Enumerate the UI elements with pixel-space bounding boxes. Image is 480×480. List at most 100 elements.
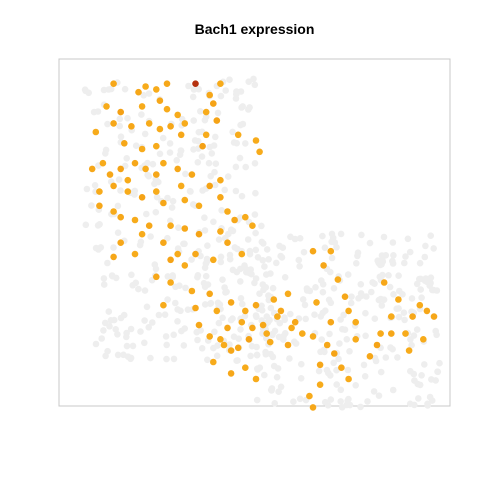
background-point (193, 328, 200, 336)
background-point (252, 275, 260, 282)
background-point (182, 284, 189, 292)
expression-point (128, 123, 135, 130)
background-point (100, 281, 108, 288)
background-point (418, 372, 425, 379)
background-point (318, 336, 326, 343)
background-point (346, 348, 353, 355)
background-point (153, 193, 161, 201)
background-point (292, 340, 300, 347)
expression-point (227, 299, 235, 306)
expression-point (245, 336, 253, 343)
background-point (132, 142, 140, 149)
background-point (100, 327, 107, 334)
background-point (205, 159, 213, 167)
expression-point (138, 145, 146, 153)
background-point (161, 311, 169, 319)
background-point (172, 283, 179, 291)
background-point (252, 229, 259, 237)
background-point (218, 207, 225, 214)
background-point (102, 150, 109, 157)
background-point (428, 376, 435, 383)
background-point (98, 335, 105, 342)
background-point (328, 254, 336, 262)
background-point (95, 246, 102, 253)
background-point (101, 319, 109, 327)
background-point (430, 245, 438, 252)
background-point (189, 93, 197, 101)
background-point (337, 398, 345, 405)
background-point (230, 139, 238, 146)
background-point (194, 336, 201, 344)
background-point (434, 368, 442, 376)
background-point (96, 221, 103, 228)
expression-point (352, 318, 360, 326)
background-point (123, 155, 130, 162)
background-point (401, 316, 408, 324)
expression-point (316, 361, 324, 369)
background-point (117, 133, 125, 140)
expression-point (160, 239, 167, 246)
background-point (114, 351, 122, 359)
expression-point (227, 347, 235, 354)
background-point (217, 258, 225, 266)
background-point (424, 400, 431, 408)
background-point (380, 233, 388, 241)
background-point (258, 222, 265, 230)
background-point (197, 108, 204, 115)
background-point (110, 244, 117, 251)
expression-point (220, 341, 228, 349)
background-point (94, 108, 102, 115)
background-point (291, 235, 299, 243)
background-point (170, 331, 177, 339)
background-point (427, 279, 434, 287)
background-point (233, 88, 240, 95)
background-point (327, 299, 335, 307)
background-point (371, 354, 379, 362)
background-point (112, 274, 120, 282)
expression-point (167, 222, 174, 229)
background-point (427, 232, 435, 239)
background-point (141, 317, 148, 324)
background-point (170, 355, 178, 363)
background-point (396, 287, 403, 295)
background-point (327, 396, 335, 403)
background-point (413, 326, 421, 333)
background-point (377, 368, 385, 376)
expression-point (299, 330, 306, 337)
background-point (123, 333, 130, 341)
background-point (273, 259, 280, 267)
expression-point (206, 333, 213, 340)
background-point (187, 188, 194, 195)
expression-point (174, 250, 181, 258)
expression-point (217, 336, 224, 343)
background-point (354, 252, 361, 260)
background-point (328, 230, 336, 238)
background-point (327, 372, 334, 379)
background-point (164, 273, 172, 280)
background-point (421, 253, 429, 261)
background-point (385, 272, 392, 279)
background-point (194, 159, 202, 166)
background-point (135, 285, 142, 293)
expression-point (323, 341, 331, 349)
background-point (390, 252, 397, 259)
expression-point (177, 182, 185, 190)
background-point (127, 325, 135, 333)
background-point (432, 327, 440, 335)
background-point (210, 344, 217, 352)
background-point (297, 375, 305, 382)
background-point (382, 252, 390, 259)
background-point (330, 359, 338, 367)
background-point (389, 260, 397, 267)
background-point (232, 163, 240, 171)
expression-point (153, 86, 160, 93)
background-point (416, 259, 424, 267)
expression-point (420, 336, 427, 343)
background-point (173, 157, 180, 164)
background-point (290, 398, 297, 406)
background-point (140, 92, 147, 99)
background-point (91, 182, 99, 189)
expression-point (224, 239, 231, 246)
expression-point (124, 176, 132, 184)
